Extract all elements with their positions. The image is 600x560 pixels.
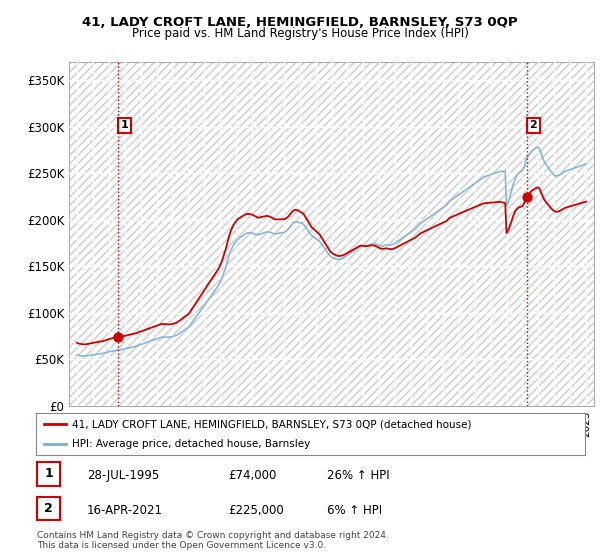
Text: 1: 1 [121,120,128,130]
Text: 26% ↑ HPI: 26% ↑ HPI [327,469,389,482]
Text: 28-JUL-1995: 28-JUL-1995 [87,469,159,482]
Text: Price paid vs. HM Land Registry's House Price Index (HPI): Price paid vs. HM Land Registry's House … [131,27,469,40]
Text: £225,000: £225,000 [228,503,284,517]
Text: 1: 1 [44,467,53,480]
Text: HPI: Average price, detached house, Barnsley: HPI: Average price, detached house, Barn… [71,439,310,449]
Point [113,333,123,342]
Point [522,192,532,201]
Text: 2: 2 [44,502,53,515]
Text: 41, LADY CROFT LANE, HEMINGFIELD, BARNSLEY, S73 0QP: 41, LADY CROFT LANE, HEMINGFIELD, BARNSL… [82,16,518,29]
Text: Contains HM Land Registry data © Crown copyright and database right 2024.
This d: Contains HM Land Registry data © Crown c… [37,531,389,550]
Text: £74,000: £74,000 [228,469,277,482]
Text: 16-APR-2021: 16-APR-2021 [87,503,163,517]
Text: 41, LADY CROFT LANE, HEMINGFIELD, BARNSLEY, S73 0QP (detached house): 41, LADY CROFT LANE, HEMINGFIELD, BARNSL… [71,419,471,430]
Text: 6% ↑ HPI: 6% ↑ HPI [327,503,382,517]
Text: 2: 2 [530,120,537,130]
